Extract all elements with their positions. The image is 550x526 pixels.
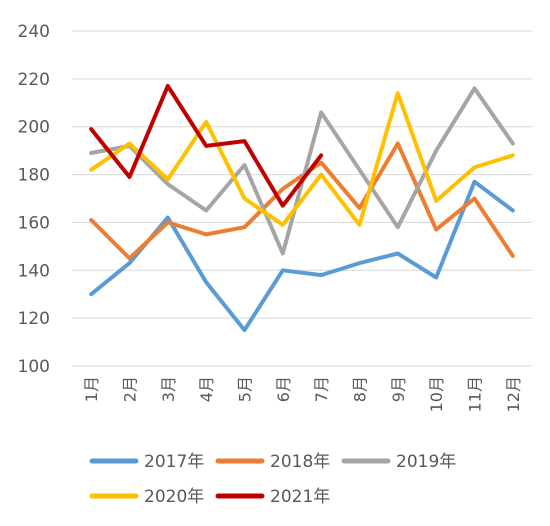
x-tick-label: 1月 bbox=[82, 376, 101, 402]
x-tick-label: 4月 bbox=[197, 376, 216, 402]
series-lines bbox=[89, 84, 515, 333]
x-tick-label: 3月 bbox=[159, 376, 178, 402]
legend-label: 2017年 bbox=[144, 452, 204, 472]
x-tick-label: 8月 bbox=[351, 376, 370, 402]
legend-label: 2020年 bbox=[144, 487, 204, 507]
y-tick-label: 160 bbox=[18, 213, 50, 233]
y-tick-label: 140 bbox=[18, 261, 50, 281]
x-tick-label: 6月 bbox=[274, 376, 293, 402]
x-tick-label: 5月 bbox=[236, 376, 255, 402]
x-tick-label: 12月 bbox=[504, 376, 523, 412]
series-line-3 bbox=[89, 91, 515, 227]
x-tick-label: 2月 bbox=[121, 376, 140, 402]
series-line-0 bbox=[89, 179, 515, 333]
y-tick-label: 220 bbox=[18, 70, 50, 90]
legend: 2017年 2018年 2019年 2020年 2021年 bbox=[89, 452, 456, 507]
y-tick-label: 180 bbox=[18, 166, 50, 186]
x-axis-tick-labels: 1月 2月 3月 4月 5月 6月 7月 8月 9月 10月 11月 12月 bbox=[82, 376, 523, 412]
y-tick-label: 240 bbox=[18, 22, 50, 42]
y-axis-tick-labels: 100 120 140 160 180 200 220 240 bbox=[18, 22, 50, 377]
legend-label: 2019年 bbox=[396, 452, 456, 472]
x-tick-label: 10月 bbox=[427, 376, 446, 412]
y-tick-label: 200 bbox=[18, 118, 50, 138]
x-tick-label: 7月 bbox=[312, 376, 331, 402]
x-tick-label: 9月 bbox=[389, 376, 408, 402]
y-tick-label: 100 bbox=[18, 357, 50, 377]
series-line-4 bbox=[89, 84, 324, 208]
x-tick-label: 11月 bbox=[466, 376, 485, 412]
y-tick-label: 120 bbox=[18, 309, 50, 329]
legend-label: 2018年 bbox=[270, 452, 330, 472]
legend-label: 2021年 bbox=[270, 487, 330, 507]
